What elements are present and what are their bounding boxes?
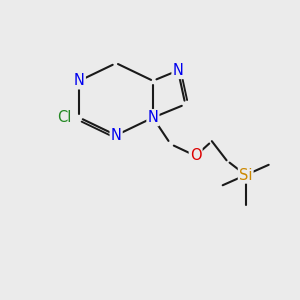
Text: N: N — [74, 73, 85, 88]
Text: N: N — [148, 110, 158, 125]
Text: Si: Si — [239, 167, 252, 182]
Text: Cl: Cl — [57, 110, 72, 125]
Text: N: N — [111, 128, 122, 143]
Text: O: O — [190, 148, 202, 164]
Text: N: N — [172, 63, 183, 78]
